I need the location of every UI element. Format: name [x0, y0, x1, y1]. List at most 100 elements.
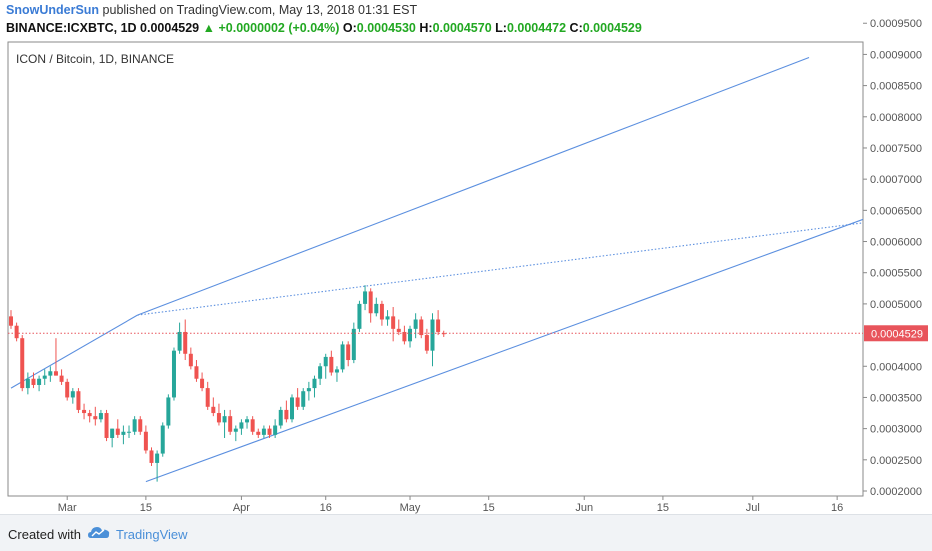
close-label: C: — [569, 21, 583, 35]
candle[interactable] — [233, 425, 238, 442]
candle[interactable] — [160, 422, 165, 457]
candle[interactable] — [250, 416, 255, 435]
candle[interactable] — [76, 388, 81, 414]
candle[interactable] — [295, 388, 300, 410]
open-value: 0.0004530 — [356, 21, 416, 35]
author-link[interactable]: SnowUnderSun — [6, 3, 100, 17]
candle[interactable] — [166, 394, 171, 429]
candle[interactable] — [245, 416, 250, 429]
x-tick-label: Jul — [746, 502, 760, 514]
candle[interactable] — [155, 450, 160, 482]
candle[interactable] — [149, 447, 154, 467]
candle[interactable] — [385, 310, 390, 326]
candle[interactable] — [312, 375, 317, 398]
candle-body — [70, 391, 75, 398]
candle[interactable] — [104, 409, 109, 442]
candle[interactable] — [14, 322, 19, 342]
candle[interactable] — [115, 419, 120, 438]
candle-body — [385, 316, 390, 320]
trendline-1[interactable] — [10, 314, 138, 389]
candle[interactable] — [200, 372, 205, 392]
candle[interactable] — [424, 328, 429, 354]
candle[interactable] — [408, 325, 413, 348]
candle[interactable] — [53, 338, 58, 376]
candle[interactable] — [436, 310, 441, 336]
candle[interactable] — [402, 325, 407, 345]
candle[interactable] — [284, 400, 289, 423]
candle[interactable] — [31, 372, 36, 389]
candle[interactable] — [222, 409, 227, 438]
candle[interactable] — [256, 428, 261, 438]
tradingview-link[interactable]: TradingView — [116, 527, 188, 542]
candle[interactable] — [430, 313, 435, 367]
candle[interactable] — [278, 406, 283, 429]
candle-body — [351, 328, 356, 361]
publish-line: SnowUnderSun published on TradingView.co… — [6, 3, 417, 17]
candle[interactable] — [37, 375, 42, 392]
candle[interactable] — [42, 369, 47, 385]
candle[interactable] — [216, 403, 221, 426]
candle-body — [188, 353, 193, 367]
candle[interactable] — [441, 330, 446, 337]
candle[interactable] — [290, 394, 294, 423]
candle[interactable] — [20, 335, 25, 392]
candle[interactable] — [363, 285, 368, 311]
trendline-2[interactable] — [137, 57, 810, 316]
candle[interactable] — [318, 363, 323, 385]
candle[interactable] — [143, 425, 148, 454]
trendline-4[interactable] — [137, 220, 887, 316]
candle[interactable] — [346, 341, 351, 367]
candle[interactable] — [413, 313, 418, 339]
candle[interactable] — [138, 416, 143, 435]
candle[interactable] — [177, 322, 182, 354]
x-axis[interactable]: Mar 15 Apr 16 May 15 Jun 15 Jul 16 — [58, 496, 844, 514]
candle-body — [436, 319, 441, 332]
candle[interactable] — [211, 397, 216, 417]
candle[interactable] — [239, 419, 244, 435]
candle[interactable] — [127, 425, 132, 438]
candle[interactable] — [323, 353, 328, 379]
candle-body — [284, 409, 289, 420]
candle-body — [233, 428, 238, 432]
candle[interactable] — [70, 388, 75, 404]
candle[interactable] — [59, 369, 64, 385]
candle[interactable] — [205, 381, 210, 410]
candle[interactable] — [82, 403, 87, 420]
candle-body — [53, 371, 58, 376]
candle[interactable] — [228, 409, 233, 435]
candle[interactable] — [391, 307, 396, 342]
candle[interactable] — [334, 366, 339, 382]
y-axis[interactable]: 0.0002000 0.0002500 0.0003000 0.0003500 0.00… — [863, 18, 922, 498]
candle[interactable] — [329, 350, 334, 376]
candle[interactable] — [93, 406, 98, 426]
candle[interactable] — [98, 409, 103, 423]
candle[interactable] — [419, 316, 424, 339]
candle[interactable] — [273, 419, 278, 438]
candle[interactable] — [261, 425, 266, 438]
candle[interactable] — [132, 416, 137, 435]
price-chart[interactable]: ICON / Bitcoin, 1D, BINANCE 0.0004529 0.… — [0, 0, 932, 514]
candle[interactable] — [9, 310, 13, 329]
candle[interactable] — [340, 341, 345, 373]
candle[interactable] — [396, 319, 401, 336]
candle[interactable] — [171, 347, 176, 401]
plot-area[interactable] — [7, 41, 864, 497]
candle[interactable] — [301, 388, 306, 410]
candle[interactable] — [357, 300, 362, 332]
candle[interactable] — [48, 366, 53, 382]
candle[interactable] — [183, 319, 188, 361]
candle[interactable] — [188, 347, 193, 370]
candle[interactable] — [121, 425, 126, 445]
candle[interactable] — [267, 425, 272, 438]
candle[interactable] — [194, 360, 199, 382]
candle[interactable] — [368, 288, 373, 323]
candle[interactable] — [65, 378, 70, 401]
candle[interactable] — [87, 409, 92, 423]
candle[interactable] — [379, 300, 384, 326]
candle[interactable] — [306, 381, 311, 401]
y-tick-label: 0.0002000 — [870, 486, 922, 498]
candle[interactable] — [25, 372, 30, 395]
candle[interactable] — [351, 322, 356, 364]
candle[interactable] — [110, 428, 115, 448]
candle[interactable] — [374, 297, 379, 317]
